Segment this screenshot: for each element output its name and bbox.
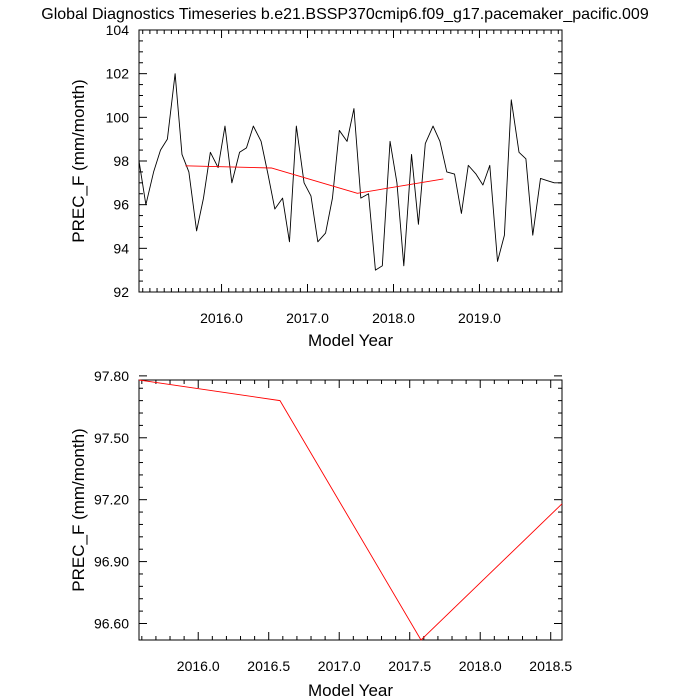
x-tick-label: 2016.0 <box>200 310 243 326</box>
x-tick-label: 2017.0 <box>286 310 329 326</box>
bottom-annual-mean-chart: 96.60 96.90 97.20 97.50 97.80 2016.0 2016.5 201… <box>69 368 572 700</box>
y-tick-label: 97.50 <box>94 430 129 446</box>
y-tick-label: 100 <box>106 109 130 125</box>
annual-mean-series-line <box>138 379 563 641</box>
x-tick-label: 2017.5 <box>388 658 431 674</box>
figure-title: Global Diagnostics Timeseries b.e21.BSSP… <box>41 6 649 23</box>
plot-frame <box>138 379 563 641</box>
y-tick-label: 104 <box>106 22 130 38</box>
y-tick-label: 97.20 <box>94 492 129 508</box>
annual-mean-series-line <box>185 165 444 194</box>
y-tick-label: 96.90 <box>94 554 129 570</box>
y-tick-label: 97.80 <box>94 368 129 384</box>
y-tick-label: 102 <box>106 66 130 82</box>
monthly-series-line <box>138 73 562 271</box>
y-tick-label: 92 <box>113 284 129 300</box>
top-timeseries-chart: 92 94 96 98 100 102 104 2016.0 2017.0 2018.0 2019.… <box>69 22 563 350</box>
x-tick-label: 2018.0 <box>459 658 502 674</box>
x-tick-label: 2018.5 <box>529 658 572 674</box>
x-tick-label: 2016.5 <box>247 658 290 674</box>
x-tick-label: 2018.0 <box>372 310 415 326</box>
y-axis-title: PREC_F (mm/month) <box>69 79 88 242</box>
y-tick-label: 96.60 <box>94 615 129 631</box>
x-axis-title: Model Year <box>308 681 393 700</box>
y-tick-label: 96 <box>113 197 129 213</box>
x-axis-title: Model Year <box>308 331 393 350</box>
y-tick-label: 98 <box>113 153 129 169</box>
x-tick-label: 2019.0 <box>458 310 501 326</box>
x-tick-label: 2017.0 <box>318 658 361 674</box>
y-tick-label: 94 <box>113 240 129 256</box>
x-tick-label: 2016.0 <box>177 658 220 674</box>
plot-frame <box>138 29 563 293</box>
y-axis-title: PREC_F (mm/month) <box>69 428 88 591</box>
